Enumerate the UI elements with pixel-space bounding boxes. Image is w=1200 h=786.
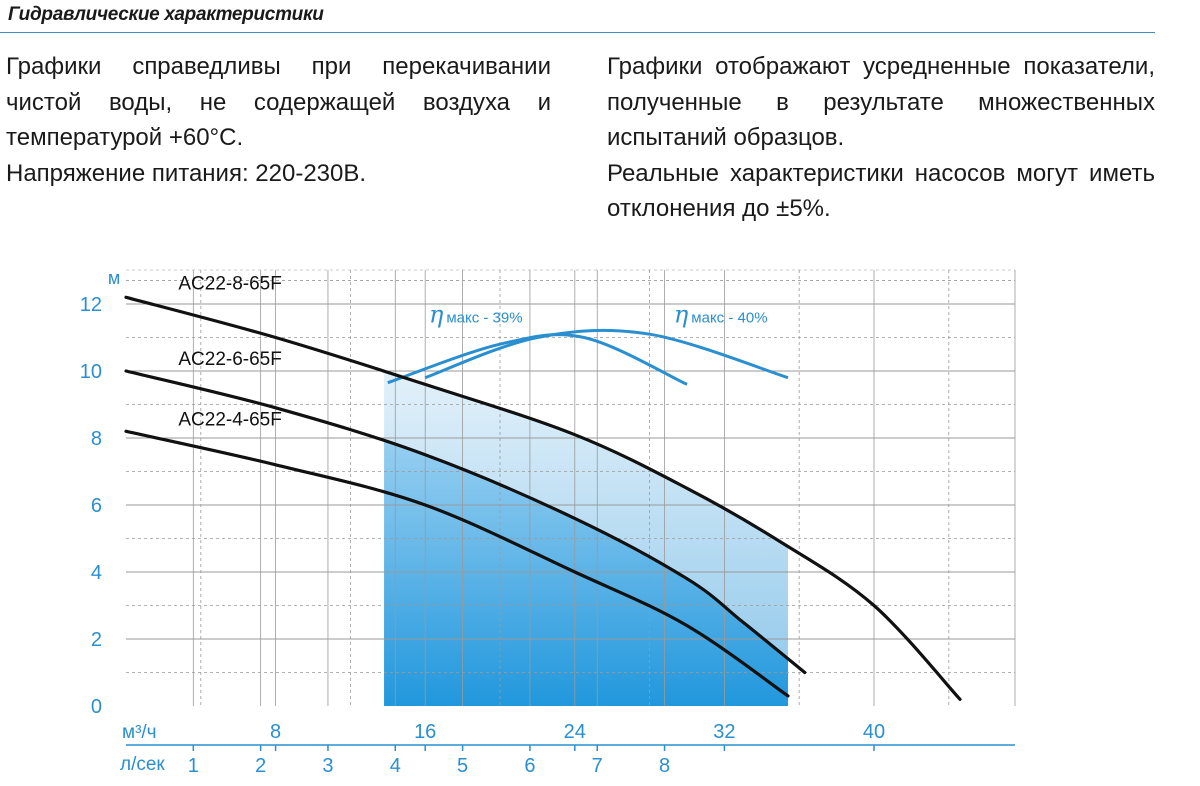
y-tick-label: 10 <box>80 361 102 383</box>
efficiency-value: макс - 40% <box>691 309 767 326</box>
series-label: AC22-4-65F <box>178 409 281 430</box>
y-tick-label: 0 <box>91 696 102 718</box>
efficiency-arc <box>424 328 789 380</box>
section-title: Гидравлические характеристики <box>8 4 324 25</box>
efficiency-label: η макс - 40% <box>674 300 768 328</box>
y-tick-label: 8 <box>91 428 102 450</box>
section-header: Гидравлические характеристики <box>0 0 1155 34</box>
series-label: AC22-6-65F <box>178 349 281 370</box>
x-primary-tick-label: 40 <box>863 721 885 743</box>
averages-paragraph: Графики отображают усредненные показател… <box>607 53 1155 151</box>
title-underline <box>0 32 1155 33</box>
y-tick-label: 6 <box>91 495 102 517</box>
eta-symbol: η <box>674 300 689 328</box>
pump-curve <box>124 369 807 675</box>
eta-symbol: η <box>429 300 444 328</box>
x-primary-axis-label: м³/ч <box>122 722 157 743</box>
disclaimer-text: Графики отображают усредненные показател… <box>607 49 1155 227</box>
x-secondary-tick-label: 7 <box>592 755 603 777</box>
pump-curve <box>124 429 790 698</box>
x-secondary-tick-label: 2 <box>255 755 266 777</box>
x-primary-tick-label: 8 <box>270 721 281 743</box>
x-secondary-tick-label: 3 <box>322 755 333 777</box>
x-secondary-tick-label: 6 <box>524 755 535 777</box>
x-primary-tick-label: 16 <box>414 721 436 743</box>
operating-range-dark <box>384 441 788 706</box>
y-tick-label: 12 <box>80 294 102 316</box>
y-axis-label: м <box>108 268 120 288</box>
y-tick-label: 2 <box>91 629 102 651</box>
x-secondary-tick-label: 5 <box>457 755 468 777</box>
x-primary-tick-label: 32 <box>713 721 735 743</box>
x-secondary-axis-label: л/сек <box>120 754 165 775</box>
conditions-text: Графики справедливы при перекачивании чи… <box>6 49 551 191</box>
y-tick-label: 4 <box>91 562 102 584</box>
efficiency-arc <box>387 333 688 386</box>
tolerance-paragraph: Реальные характеристики насосов могут им… <box>607 159 1155 223</box>
performance-chart: η макс - 39% η макс - 40% AC22-8-65FAC22-6-… <box>80 268 1016 777</box>
efficiency-value: макс - 39% <box>446 309 522 326</box>
conditions-paragraph: Графики справедливы при перекачивании чи… <box>6 53 551 151</box>
voltage-paragraph: Напряжение питания: 220-230В. <box>6 159 367 187</box>
x-secondary-tick-label: 8 <box>659 755 670 777</box>
pump-curve <box>124 295 962 701</box>
efficiency-label: η макс - 39% <box>429 300 523 328</box>
x-secondary-tick-label: 4 <box>390 755 401 777</box>
x-secondary-tick-label: 1 <box>188 755 199 777</box>
x-primary-tick-label: 24 <box>564 721 586 743</box>
series-label: AC22-8-65F <box>178 273 281 294</box>
